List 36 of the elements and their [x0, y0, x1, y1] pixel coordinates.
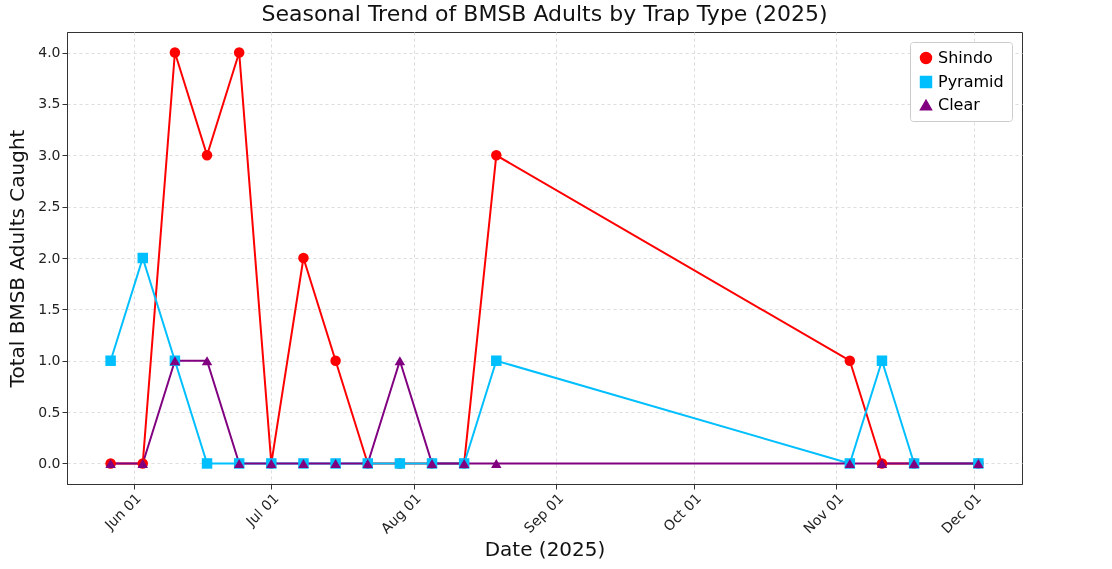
point [201, 458, 213, 469]
legend-label: Clear [938, 95, 981, 114]
point [394, 356, 406, 366]
x-tick-label: Nov 01 [800, 490, 847, 537]
point [169, 47, 181, 58]
point [491, 458, 502, 468]
y-tick-label: 2.5 [38, 198, 61, 215]
x-tick-label: Jul 01 [242, 490, 282, 530]
point [201, 150, 213, 161]
y-axis-title: Total BMSB Adults Caught [5, 129, 30, 389]
point [298, 252, 309, 264]
point [233, 47, 245, 58]
y-tick-label: 0.5 [38, 403, 61, 420]
point [105, 355, 116, 366]
y-tick-label: 1.5 [38, 300, 61, 317]
legend-label: Shindo [938, 48, 993, 67]
legend-label: Pyramid [938, 72, 1004, 91]
point [137, 252, 148, 264]
x-tick-label: Sep 01 [520, 490, 567, 536]
x-axis-title: Date (2025) [484, 537, 606, 562]
chart-title: Seasonal Trend of BMSB Adults by Trap Type (2025) [261, 1, 828, 26]
x-tick-label: Oct 01 [659, 490, 705, 535]
y-tick-label: 2.0 [38, 249, 61, 266]
point [491, 150, 502, 161]
y-tick-label: 0.0 [38, 454, 61, 471]
point [876, 355, 888, 366]
point [330, 355, 341, 366]
y-tick-label: 1.0 [38, 352, 61, 369]
point [844, 355, 856, 366]
y-tick-label: 3.0 [38, 146, 61, 163]
y-tick-label: 3.5 [38, 95, 61, 112]
x-tick-label: Dec 01 [937, 490, 985, 537]
point [491, 355, 502, 366]
point [201, 356, 213, 366]
x-tick-label: Jun 01 [100, 490, 144, 534]
y-tick-label: 4.0 [38, 44, 61, 61]
